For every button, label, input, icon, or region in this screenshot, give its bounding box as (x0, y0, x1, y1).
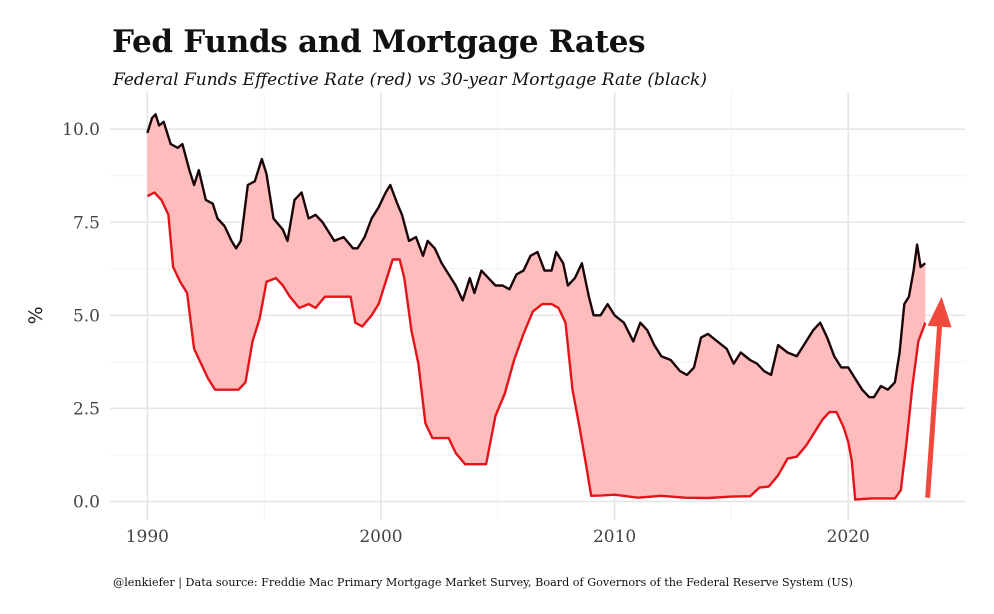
fed-funds-line (146, 191, 927, 501)
x-tick-label: 2000 (359, 527, 402, 547)
source-caption: @lenkiefer | Data source: Freddie Mac Pr… (113, 576, 853, 589)
y-axis-label: % (25, 306, 47, 324)
arrow-head (927, 296, 952, 328)
x-tick-label: 2010 (593, 527, 636, 547)
chart-subtitle: Federal Funds Effective Rate (red) vs 30… (113, 70, 707, 90)
y-tick-label: 0.0 (73, 492, 100, 512)
y-tick-label: 2.5 (73, 399, 100, 419)
arrow-shaft (925, 326, 943, 498)
annotations (925, 296, 952, 498)
y-tick-label: 10.0 (62, 120, 100, 140)
y-tick-label: 7.5 (73, 213, 100, 233)
axis-ticks: 0.0 2.5 5.0 7.5 10.0 1990 2000 2010 2020 (62, 120, 870, 547)
chart-title: Fed Funds and Mortgage Rates (112, 24, 646, 60)
rate-spread-area (147, 114, 926, 500)
x-tick-label: 1990 (126, 527, 169, 547)
y-tick-label: 5.0 (73, 306, 100, 326)
x-tick-label: 2020 (827, 527, 870, 547)
mortgage-rate-line (146, 113, 927, 399)
